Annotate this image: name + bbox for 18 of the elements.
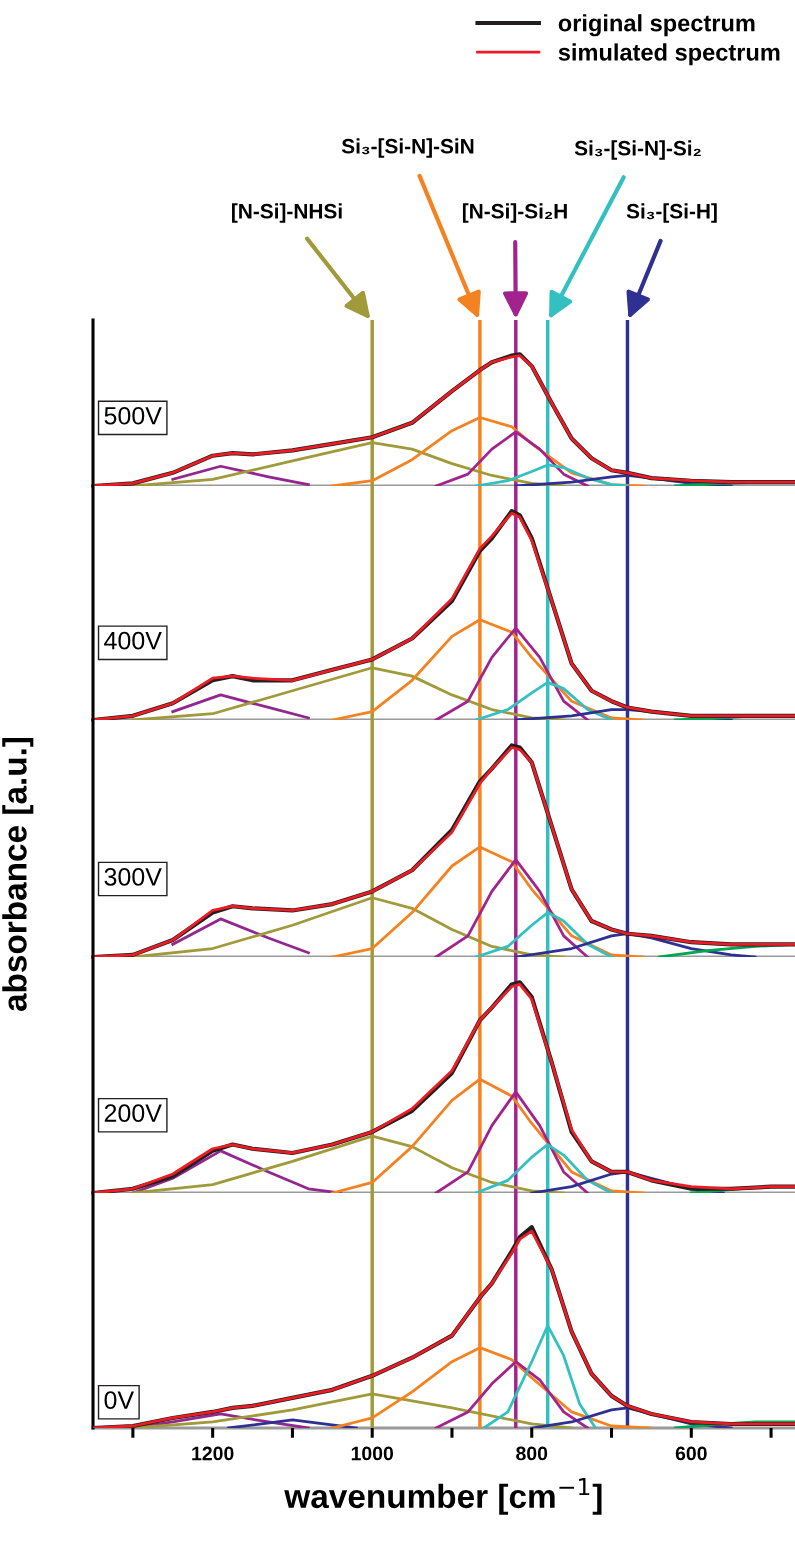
annotation: 200V (104, 1104, 162, 1122)
annotation: 500V (104, 406, 162, 425)
legend-label: simulated spectrum (558, 43, 780, 66)
annotation: 400V (104, 631, 162, 650)
annotation: 300V (104, 868, 162, 886)
x-tick-label: 1000 (351, 1446, 394, 1461)
x-tick-label: 600 (675, 1446, 707, 1461)
legend-label: original spectrum (558, 14, 755, 37)
x-tick-label: 800 (516, 1446, 548, 1461)
ref-line-label: [N-Si]-NHSi (232, 203, 342, 223)
ref-line-label: [N-Si]-Si₂H (462, 203, 567, 223)
ref-line-label: Si₃-[Si-H] (626, 203, 717, 223)
x-axis-title: wavenumber [cm$^{−1}$] (284, 1478, 602, 1515)
annotation: 0V (104, 1391, 134, 1409)
ref-line-label: Si₃-[Si-N]-SiN (341, 138, 474, 158)
y-axis-title: absorbance [a.u.] (2, 737, 34, 1012)
x-tick-label: 1200 (192, 1446, 234, 1461)
ref-line-label: Si₃-[Si-N]-Si₂ (574, 140, 701, 160)
